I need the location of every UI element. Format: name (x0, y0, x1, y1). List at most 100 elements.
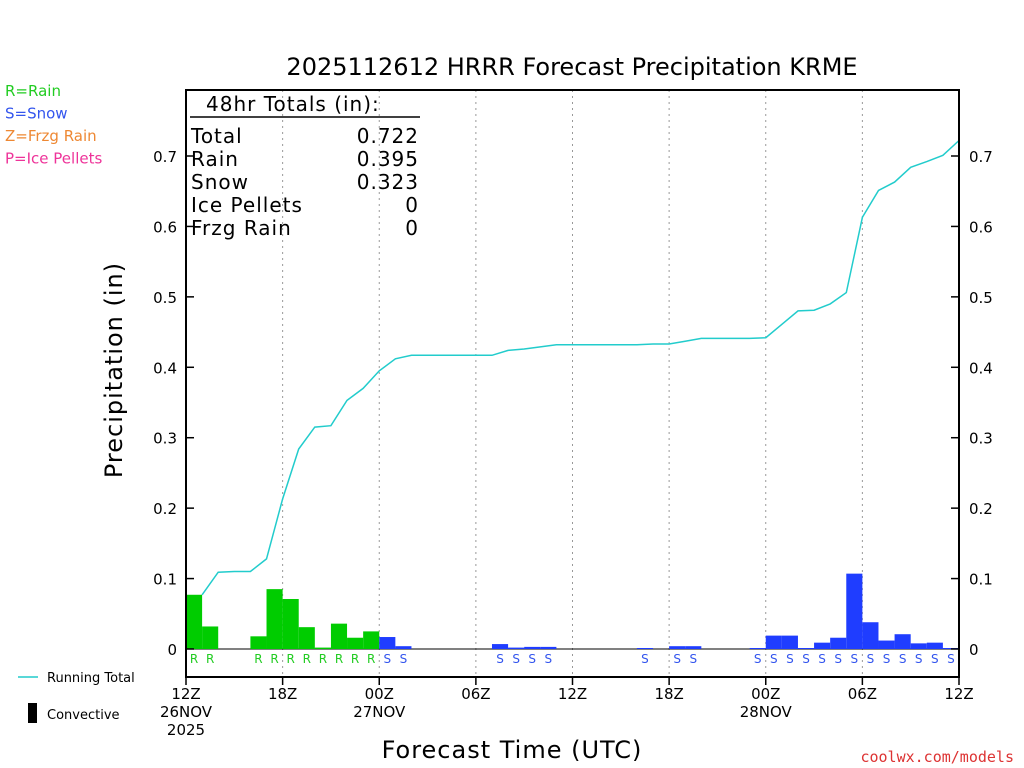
precip-bar-hour-48 (942, 648, 959, 649)
precip-type-label: R (206, 652, 214, 666)
precip-bar-hour-32 (685, 646, 702, 649)
x-tick-label: 18Z (654, 685, 683, 703)
precip-bar-hour-8 (298, 627, 315, 649)
precip-bar-hour-39 (797, 648, 815, 649)
x-tick-label: 12Z (171, 685, 200, 703)
x-tick-label: 27NOV (353, 703, 406, 721)
running-total-line (201, 139, 960, 596)
precip-type-legend: R=Rain S=Snow Z=Frzg Rain P=Ice Pellets (5, 82, 102, 168)
precip-bar-hour-9 (314, 647, 331, 649)
precip-type-label: S (512, 652, 520, 666)
precip-bar-hour-42 (846, 573, 863, 649)
totals-row-value: 0.395 (357, 147, 419, 171)
y-tick-label-right: 0.5 (969, 289, 993, 307)
precip-bar-hour-37 (765, 635, 782, 649)
totals-row-value: 0.323 (357, 170, 419, 194)
y-tick-label-left: 0.3 (153, 430, 177, 448)
x-tick-label: 18Z (268, 685, 297, 703)
precip-type-label: R (287, 652, 295, 666)
chart-title: 2025112612 HRRR Forecast Precipitation K… (286, 53, 857, 81)
vertical-gridlines (186, 90, 959, 677)
y-tick-label-left: 0.1 (153, 571, 177, 589)
totals-row-value: 0 (405, 216, 419, 240)
x-tick-label: 00Z (751, 685, 780, 703)
precip-bar-hour-23 (540, 646, 557, 649)
y-tick-label-right: 0.4 (969, 359, 993, 377)
precip-type-label: S (786, 652, 794, 666)
y-tick-label-left: 0.5 (153, 289, 177, 307)
precip-type-label: R (319, 652, 327, 666)
precip-type-label: S (689, 652, 697, 666)
precip-type-label: S (770, 652, 778, 666)
y-tick-label-right: 0.1 (969, 571, 993, 589)
y-tick-label-left: 0.4 (153, 359, 177, 377)
legend-item: S=Snow (5, 105, 68, 123)
running-total-legend-label: Running Total (47, 671, 135, 686)
convective-legend-swatch (28, 703, 37, 723)
precip-bar-hour-41 (830, 637, 847, 649)
x-tick-label: 26NOV (160, 703, 213, 721)
legend-item: Z=Frzg Rain (5, 127, 97, 145)
running-total-polyline (201, 139, 960, 596)
y-tick-label-left: 0.6 (153, 218, 177, 236)
precip-type-label: S (899, 652, 907, 666)
precip-type-label: S (641, 652, 649, 666)
x-tick-label: 28NOV (740, 703, 793, 721)
y-axis-label: Precipitation (in) (100, 262, 128, 478)
precip-bar-hour-38 (781, 635, 798, 649)
convective-legend: Convective (28, 703, 120, 723)
y-tick-label-right: 0.2 (969, 500, 993, 518)
y-tick-label-right: 0 (969, 641, 979, 659)
precip-type-label: S (915, 652, 923, 666)
y-tick-label-right: 0.6 (969, 218, 993, 236)
precip-bar-hour-36 (749, 648, 766, 649)
precip-type-label: S (802, 652, 810, 666)
totals-row-label: Total (190, 124, 243, 148)
precip-bar-hour-44 (878, 640, 895, 649)
y-tick-label-left: 0 (167, 641, 177, 659)
precip-bar-hour-29 (636, 648, 654, 649)
totals-box: 48hr Totals (in): Total 0.722 Rain 0.395 Sno… (190, 92, 420, 240)
precip-bar-hour-11 (347, 637, 364, 649)
y-tick-label-right: 0.7 (969, 148, 993, 166)
precip-type-label: S (496, 652, 504, 666)
precip-bar-hour-21 (508, 647, 525, 649)
y-axis-right: 0 0.1 0.2 0.3 0.4 0.5 0.6 0.7 (951, 148, 993, 659)
precip-bar-hour-10 (330, 623, 348, 649)
precip-bar-hour-7 (282, 598, 299, 649)
totals-row-value: 0 (405, 193, 419, 217)
precip-bar-hour-20 (491, 644, 509, 649)
totals-row-label: Ice Pellets (191, 193, 303, 217)
precip-bar-hour-5 (250, 636, 267, 649)
y-tick-label-left: 0.2 (153, 500, 177, 518)
x-axis-label: Forecast Time (UTC) (382, 736, 643, 764)
precip-type-label: R (190, 652, 198, 666)
totals-row-label: Rain (191, 147, 239, 171)
legend-item: P=Ice Pellets (5, 150, 102, 168)
precip-type-label: S (931, 652, 939, 666)
precip-bar-hour-2 (202, 626, 219, 649)
x-tick-label: 06Z (848, 685, 877, 703)
precip-type-label: R (303, 652, 311, 666)
precip-bar-hour-1 (186, 594, 203, 649)
hourly-precip-bars (186, 573, 959, 649)
precip-bar-hour-22 (524, 646, 541, 649)
totals-row-label: Frzg Rain (191, 216, 292, 240)
precip-type-label: R (254, 652, 262, 666)
running-total-legend: Running Total (18, 671, 135, 686)
precip-type-label: S (754, 652, 762, 666)
x-tick-label: 12Z (944, 685, 973, 703)
totals-header: 48hr Totals (in): (206, 92, 380, 116)
precip-type-label: R (351, 652, 359, 666)
precip-bar-hour-45 (894, 634, 911, 649)
precip-type-label: S (818, 652, 826, 666)
precip-type-label: S (867, 652, 875, 666)
precip-bar-hour-13 (379, 637, 396, 649)
precip-type-label: R (270, 652, 278, 666)
precip-type-label: R (335, 652, 343, 666)
precip-type-label: S (400, 652, 408, 666)
precip-bar-hour-46 (910, 643, 927, 649)
x-tick-label: 00Z (365, 685, 394, 703)
x-tick-label: 06Z (461, 685, 490, 703)
